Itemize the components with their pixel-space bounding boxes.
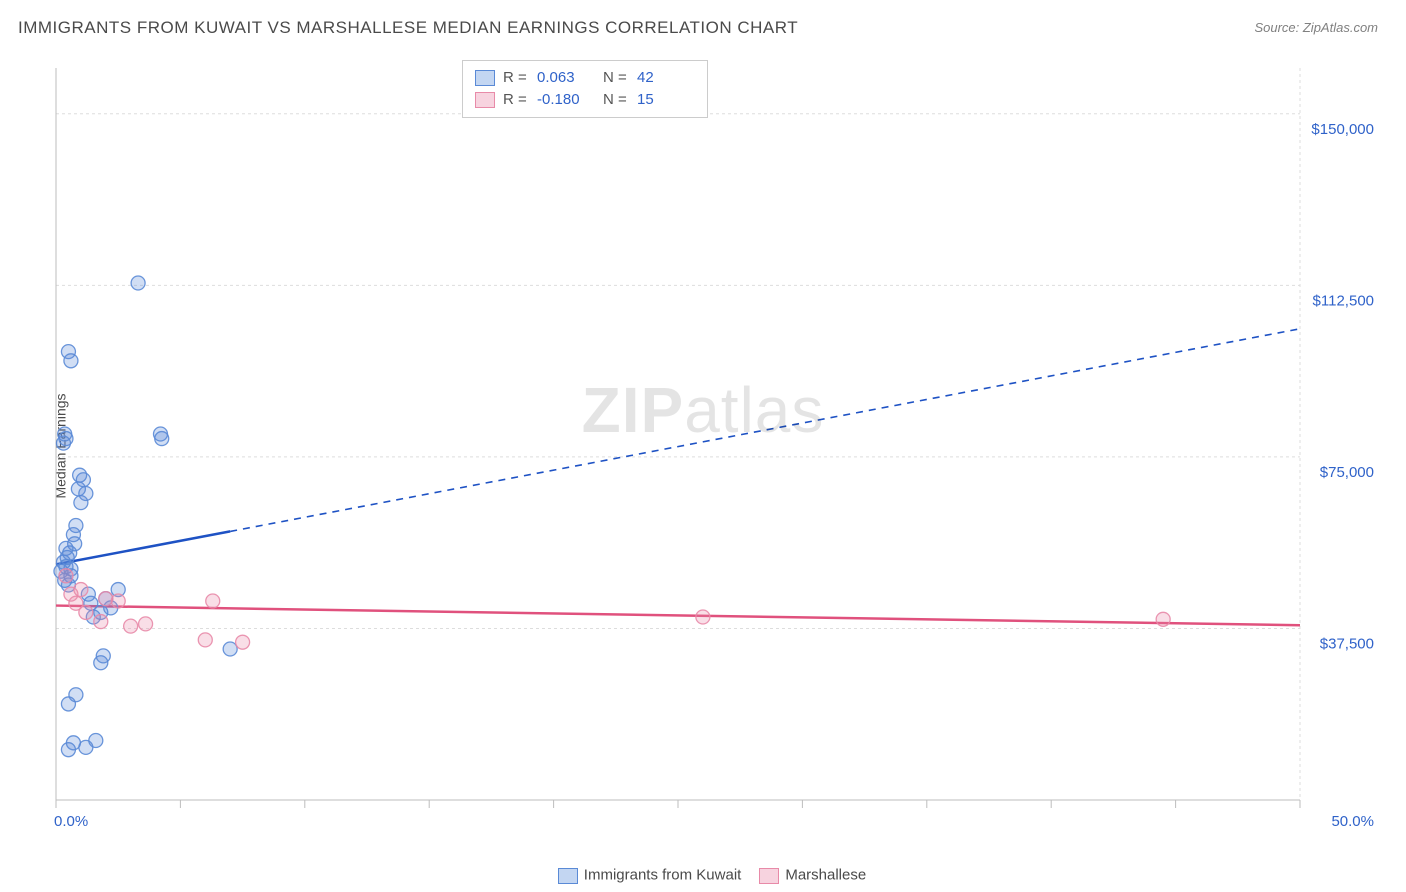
data-point [69,688,83,702]
data-point [89,734,103,748]
data-point [696,610,710,624]
legend-n-value: 15 [637,89,695,111]
legend-r-label: R = [503,67,529,89]
legend-swatch [558,868,578,884]
legend-n-value: 42 [637,67,695,89]
legend-r-label: R = [503,89,529,111]
legend-r-value: -0.180 [537,89,595,111]
y-tick-label: $112,500 [1313,292,1374,309]
legend-n-label: N = [603,67,629,89]
trend-line-dashed [230,329,1300,532]
x-min-label: 0.0% [54,813,88,830]
source-attribution: Source: ZipAtlas.com [1254,20,1378,35]
correlation-scatter-chart: $37,500 $75,000 $112,500 $150,000 0.0% 50.0% [50,60,1380,830]
trend-line-solid [56,606,1300,626]
series-legend: Immigrants from Kuwait Marshallese [0,866,1406,884]
data-point [236,635,250,649]
x-max-label: 50.0% [1331,813,1374,830]
data-point [74,583,88,597]
chart-title: IMMIGRANTS FROM KUWAIT VS MARSHALLESE ME… [18,18,798,38]
data-point [79,486,93,500]
y-tick-label: $37,500 [1320,635,1374,652]
trend-line-solid [56,531,230,564]
legend-r-value: 0.063 [537,67,595,89]
data-point [124,619,138,633]
legend-stat-row: R = 0.063 N = 42 [475,67,695,89]
y-tick-label: $150,000 [1311,121,1374,138]
y-tick-label: $75,000 [1320,464,1374,481]
legend-series-label: Immigrants from Kuwait [584,867,742,884]
data-point [111,594,125,608]
data-point [76,473,90,487]
data-point [59,569,73,583]
data-point [139,617,153,631]
correlation-stats-legend: R = 0.063 N = 42 R = -0.180 N = 15 [462,60,708,118]
data-point [198,633,212,647]
data-point [79,605,93,619]
data-point [94,615,108,629]
data-point [155,432,169,446]
data-point [64,354,78,368]
data-point [131,276,145,290]
data-point [99,592,113,606]
legend-swatch [759,868,779,884]
legend-swatch [475,70,495,86]
legend-stat-row: R = -0.180 N = 15 [475,89,695,111]
data-point [206,594,220,608]
legend-series-label: Marshallese [785,867,866,884]
data-point [59,432,73,446]
legend-swatch [475,92,495,108]
legend-n-label: N = [603,89,629,111]
data-point [69,519,83,533]
data-point [96,649,110,663]
data-point [1156,612,1170,626]
data-point [68,537,82,551]
data-point [223,642,237,656]
